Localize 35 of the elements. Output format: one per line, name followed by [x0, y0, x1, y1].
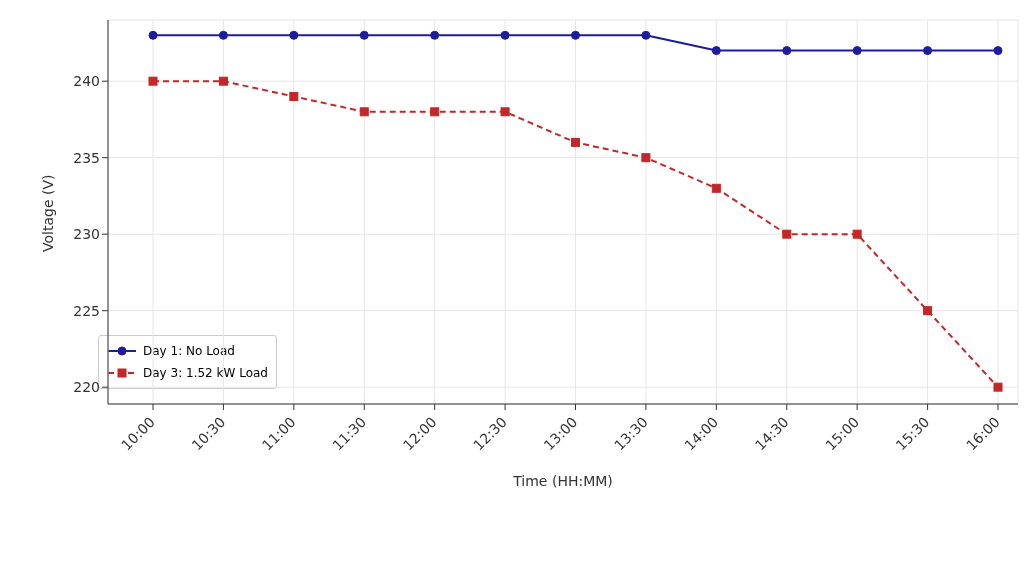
y-tick-label: 230 — [73, 226, 100, 243]
point — [571, 137, 580, 147]
point — [993, 46, 1003, 56]
x-axis-title: Time (HH:MM) — [512, 473, 613, 489]
point — [993, 382, 1003, 392]
point — [430, 107, 440, 117]
point — [782, 46, 792, 56]
y-tick-label: 235 — [73, 149, 100, 166]
point — [711, 46, 721, 56]
point — [430, 30, 440, 40]
y-tick-label: 240 — [73, 73, 100, 90]
point — [711, 183, 721, 193]
point — [852, 229, 862, 239]
point — [218, 76, 228, 86]
point — [500, 30, 510, 40]
legend-label: Day 3: 1.52 kW Load — [143, 366, 268, 380]
y-axis-title: Voltage (V) — [39, 174, 56, 252]
point — [923, 306, 933, 316]
point — [148, 76, 158, 86]
point — [641, 153, 651, 163]
point — [359, 107, 369, 117]
point — [641, 30, 651, 40]
point — [852, 46, 862, 56]
point — [289, 91, 299, 101]
point — [289, 30, 299, 40]
point — [218, 30, 228, 40]
point — [500, 107, 510, 117]
y-tick-label: 225 — [73, 302, 100, 319]
point — [923, 46, 933, 56]
point — [148, 30, 158, 40]
point — [571, 30, 580, 40]
legend-label: Day 1: No Load — [143, 344, 235, 358]
point — [359, 30, 369, 40]
y-tick-label: 220 — [73, 379, 100, 396]
point — [782, 229, 792, 239]
